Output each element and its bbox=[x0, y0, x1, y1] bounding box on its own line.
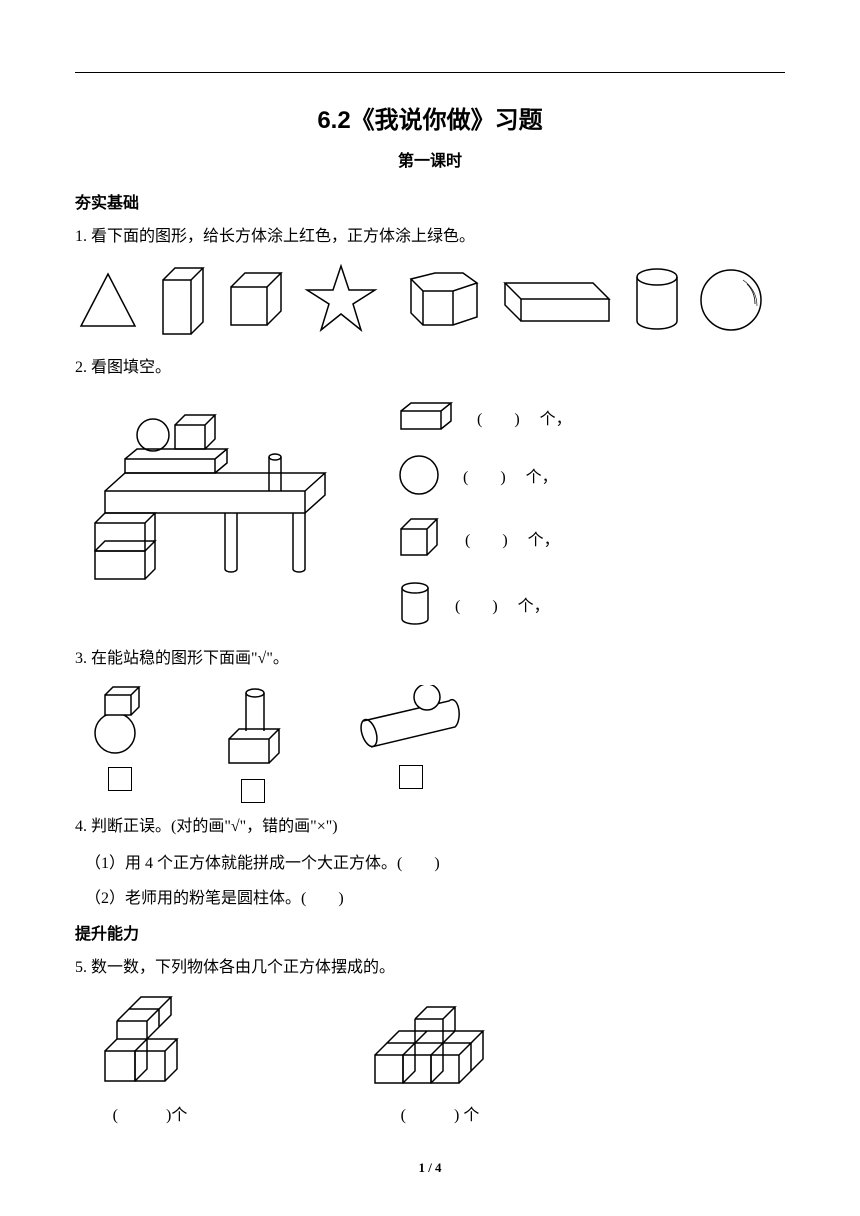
q3-item-2 bbox=[215, 685, 291, 803]
count-row-sphere: ( ) 个， bbox=[395, 453, 572, 497]
unit-cube: 个， bbox=[528, 526, 560, 550]
page-number: 1 / 4 bbox=[0, 1160, 860, 1176]
cylinder-icon bbox=[629, 265, 685, 335]
q3-item-3 bbox=[351, 685, 471, 803]
cube-icon bbox=[223, 267, 289, 333]
unit-cylinder: 个， bbox=[518, 592, 550, 616]
question-5: 5. 数一数，下列物体各由几个正方体摆成的。 bbox=[75, 954, 785, 983]
q5-label-1: ( )个 bbox=[113, 1101, 188, 1125]
question-1: 1. 看下面的图形，给长方体涂上红色，正方体涂上绿色。 bbox=[75, 223, 785, 252]
cuboid-small-icon bbox=[395, 399, 457, 435]
cylinder-small-icon bbox=[395, 579, 435, 629]
q5-cubes-2-icon bbox=[365, 995, 515, 1095]
question-4-1: （1）用 4 个正方体就能拼成一个大正方体。( ) bbox=[85, 850, 785, 879]
q3-shapes bbox=[85, 685, 785, 803]
q3-checkbox-1[interactable] bbox=[108, 767, 132, 791]
q5-shapes: ( )个 ( ) 个 bbox=[95, 995, 785, 1125]
q5-item-1: ( )个 bbox=[95, 995, 205, 1125]
section-foundation: 夯实基础 bbox=[75, 189, 785, 213]
count-row-cube: ( ) 个， bbox=[395, 515, 572, 561]
q5-label-2: ( ) 个 bbox=[401, 1101, 480, 1125]
page-title: 6.2《我说你做》习题 bbox=[75, 100, 785, 135]
q2-counts: ( ) 个， ( ) 个， ( ) 个， ( ) 个， bbox=[395, 399, 572, 629]
sphere-icon bbox=[697, 266, 765, 334]
cuboid-tall-icon bbox=[153, 262, 211, 338]
q3-checkbox-2[interactable] bbox=[241, 779, 265, 803]
blank-cylinder: ( ) bbox=[455, 592, 498, 616]
triangle-icon bbox=[75, 268, 141, 332]
question-2: 2. 看图填空。 bbox=[75, 354, 785, 383]
q3-shape-1-icon bbox=[85, 685, 155, 757]
section-ability: 提升能力 bbox=[75, 920, 785, 944]
q2-container: ( ) 个， ( ) 个， ( ) 个， ( ) 个， bbox=[75, 391, 785, 629]
q3-shape-2-icon bbox=[215, 685, 291, 769]
hexagon-prism-icon bbox=[393, 265, 485, 335]
count-row-cuboid: ( ) 个， bbox=[395, 399, 572, 435]
q1-shapes-row bbox=[75, 262, 785, 338]
blank-cube: ( ) bbox=[465, 526, 508, 550]
page-subtitle: 第一课时 bbox=[75, 147, 785, 171]
blank-sphere: ( ) bbox=[463, 463, 506, 487]
q5-item-2: ( ) 个 bbox=[365, 995, 515, 1125]
count-row-cylinder: ( ) 个， bbox=[395, 579, 572, 629]
q5-cubes-1-icon bbox=[95, 995, 205, 1095]
star-icon bbox=[301, 262, 381, 338]
q2-structure-icon bbox=[75, 391, 335, 591]
q3-shape-3-icon bbox=[351, 685, 471, 755]
question-3: 3. 在能站稳的图形下面画"√"。 bbox=[75, 645, 785, 674]
question-4-2: （2）老师用的粉笔是圆柱体。( ) bbox=[85, 885, 785, 914]
question-4: 4. 判断正误。(对的画"√"，错的画"×") bbox=[75, 813, 785, 842]
q3-checkbox-3[interactable] bbox=[399, 765, 423, 789]
unit-sphere: 个， bbox=[526, 463, 558, 487]
blank-cuboid: ( ) bbox=[477, 405, 520, 429]
cube-small-icon bbox=[395, 515, 445, 561]
circle-small-icon bbox=[395, 453, 443, 497]
unit-cuboid: 个， bbox=[540, 405, 572, 429]
top-divider bbox=[75, 72, 785, 73]
q3-item-1 bbox=[85, 685, 155, 803]
long-prism-icon bbox=[497, 271, 617, 329]
